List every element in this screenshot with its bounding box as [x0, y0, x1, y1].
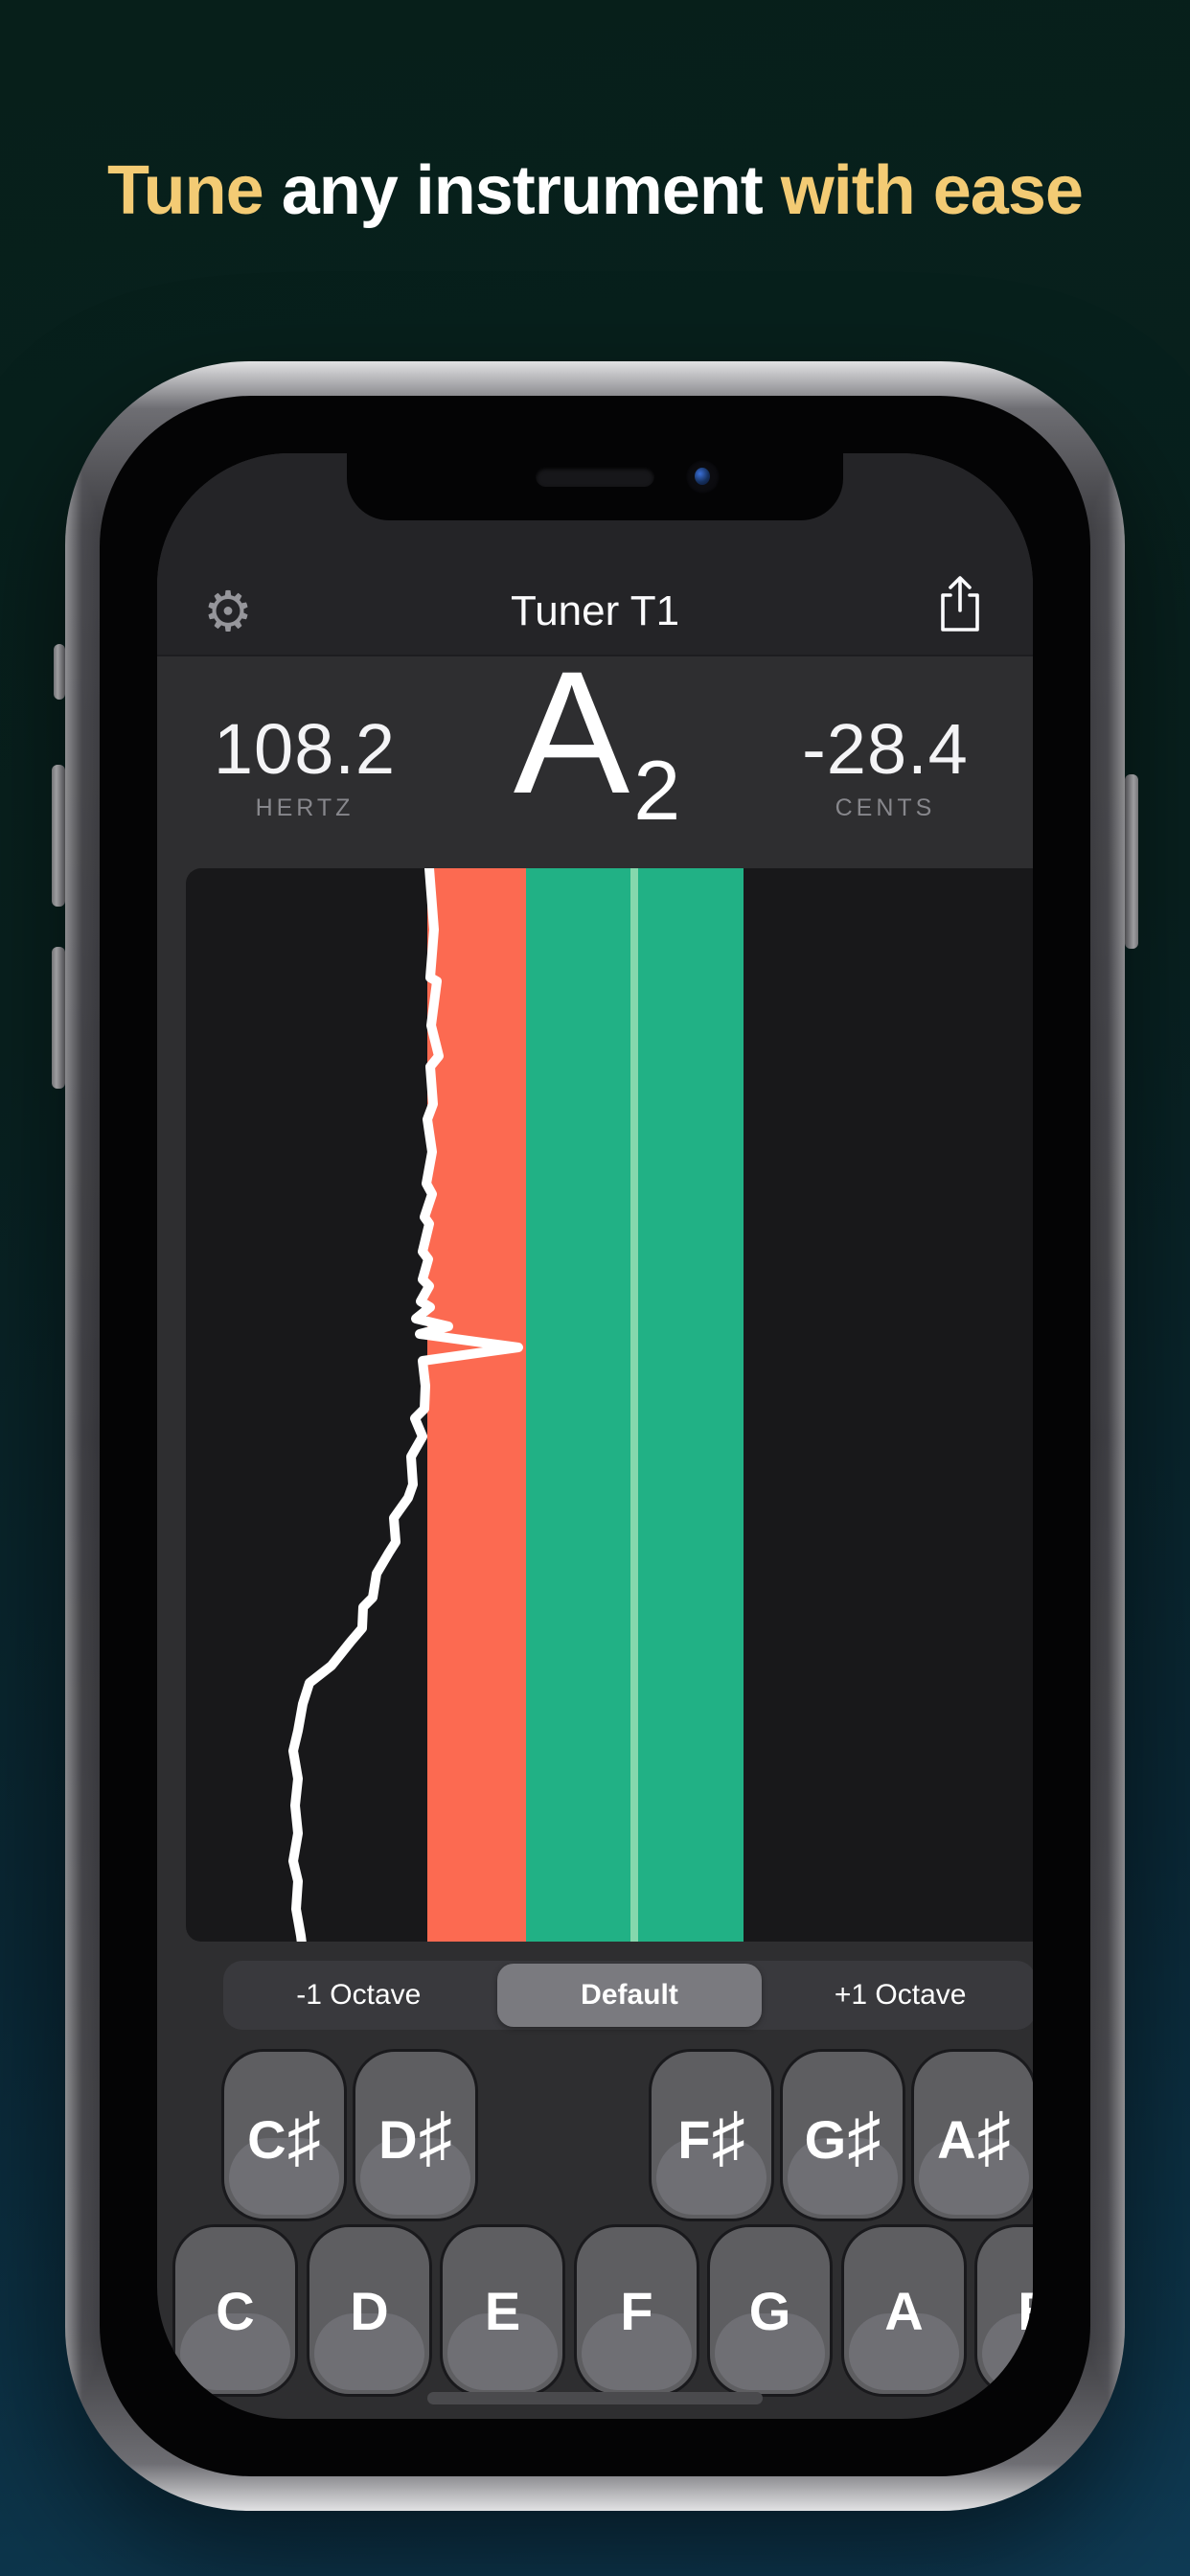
octave-option-minus1[interactable]: -1 Octave: [296, 1979, 422, 2011]
note-key-g-sharp[interactable]: G♯: [780, 2049, 905, 2221]
frequency-value: 108.2: [213, 709, 397, 789]
sharp-symbol: ♯: [286, 2098, 321, 2176]
note-key-a-sharp[interactable]: A♯: [911, 2049, 1033, 2221]
sharp-symbol: ♯: [418, 2098, 452, 2176]
octave-option-default[interactable]: Default: [496, 1964, 763, 2027]
note-key-b[interactable]: B: [974, 2224, 1033, 2397]
home-indicator[interactable]: [427, 2392, 763, 2404]
octave-option-plus1[interactable]: +1 Octave: [834, 1979, 967, 2011]
octave-segmented-control: -1 Octave Default +1 Octave: [223, 1961, 1033, 2030]
cents-readout: -28.4 CENTS: [751, 714, 1019, 822]
key-label: A: [937, 2109, 976, 2170]
headline-accent-2: with ease: [780, 152, 1084, 229]
sharp-symbol: ♯: [847, 2098, 881, 2176]
pitch-trace-line: [288, 868, 523, 1942]
earpiece-speaker: [536, 467, 654, 487]
flat-zone-band: [427, 868, 526, 1942]
sharp-symbol: ♯: [976, 2098, 1011, 2176]
front-camera: [686, 460, 720, 494]
note-key-c[interactable]: C: [172, 2224, 298, 2397]
share-icon[interactable]: [937, 574, 983, 633]
note-key-e[interactable]: E: [440, 2224, 565, 2397]
pitch-history-trace: [288, 868, 523, 1942]
volume-up-button: [52, 765, 65, 907]
sharp-symbol: ♯: [711, 2098, 745, 2176]
cents-value: -28.4: [802, 709, 969, 789]
key-label: G: [804, 2109, 847, 2170]
note-letter: A: [513, 634, 630, 830]
key-label: D: [378, 2109, 418, 2170]
note-octave: 2: [633, 743, 681, 838]
headline: Tune any instrument with ease: [0, 151, 1190, 230]
note-key-f[interactable]: F: [574, 2224, 699, 2397]
key-label: F: [677, 2109, 711, 2170]
frequency-readout: 108.2 HERTZ: [171, 714, 439, 822]
phone-bezel: ⚙ Tuner T1 108.2 HERTZ: [100, 396, 1090, 2476]
headline-accent-1: Tune: [107, 152, 264, 229]
note-key-d[interactable]: D: [307, 2224, 432, 2397]
note-key-c-sharp[interactable]: C♯: [221, 2049, 347, 2221]
note-key-g[interactable]: G: [707, 2224, 833, 2397]
target-pitch-line: [630, 868, 638, 1942]
frequency-unit-label: HERTZ: [255, 794, 355, 821]
readings-row: 108.2 HERTZ A2 -28.4 CENTS: [157, 645, 1033, 868]
note-key-d-sharp[interactable]: D♯: [353, 2049, 478, 2221]
note-key-f-sharp[interactable]: F♯: [649, 2049, 774, 2221]
app-screen: ⚙ Tuner T1 108.2 HERTZ: [157, 453, 1033, 2419]
key-label: C: [247, 2109, 286, 2170]
tuning-meter-panel: [186, 868, 1033, 1942]
power-button: [1125, 774, 1138, 949]
settings-gear-icon[interactable]: ⚙: [203, 579, 253, 644]
app-title: Tuner T1: [510, 587, 680, 634]
phone-frame: ⚙ Tuner T1 108.2 HERTZ: [65, 361, 1125, 2511]
volume-down-button: [52, 947, 65, 1089]
note-key-a[interactable]: A: [841, 2224, 967, 2397]
detected-note: A2: [157, 645, 1033, 833]
mute-switch: [54, 644, 65, 700]
notch: [347, 453, 843, 520]
headline-main: any instrument: [263, 152, 781, 229]
cents-unit-label: CENTS: [835, 794, 936, 821]
